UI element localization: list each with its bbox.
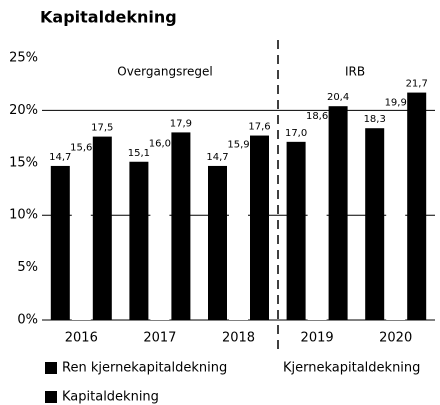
y-tick-label: 5% [17, 260, 38, 275]
x-tick-label: 2016 [65, 331, 98, 346]
y-tick-label: 15% [9, 155, 38, 170]
x-tick-label: 2018 [222, 331, 255, 346]
bar [208, 165, 227, 320]
value-label: 21,7 [406, 79, 428, 90]
value-label: 15,6 [70, 143, 92, 154]
value-label: 14,7 [206, 152, 228, 163]
value-label: 17,6 [248, 122, 270, 133]
value-label: 19,9 [385, 97, 407, 108]
legend-marker [45, 362, 57, 374]
value-label: 16,0 [149, 138, 171, 149]
bar [307, 125, 327, 321]
x-tick-label: 2017 [143, 331, 176, 346]
value-label: 18,6 [306, 111, 328, 122]
bar [328, 106, 348, 320]
annotation: IRB [345, 65, 365, 79]
bar [71, 156, 91, 320]
bar [386, 111, 406, 320]
value-label: 20,4 [327, 92, 349, 103]
value-label: 15,1 [128, 148, 150, 159]
x-tick-label: 2019 [301, 331, 334, 346]
value-label: 17,9 [170, 118, 192, 129]
y-tick-label: 0% [17, 313, 38, 328]
value-label: 17,0 [285, 128, 307, 139]
annotation: Overgangsregel [117, 65, 212, 79]
bar [92, 136, 112, 320]
bar [365, 128, 385, 320]
legend-label: Ren kjernekapitaldekning [62, 361, 227, 376]
y-tick-label: 20% [9, 103, 38, 118]
value-label: 18,3 [364, 114, 386, 125]
bar [229, 153, 248, 320]
bar [129, 161, 149, 320]
legend-label: Kjernekapitaldekning [283, 361, 420, 376]
x-tick-label: 2020 [379, 331, 412, 346]
bar [171, 132, 191, 320]
value-label: 17,5 [91, 123, 113, 134]
bar [50, 165, 70, 320]
chart-title: Kapitaldekning [40, 8, 177, 27]
y-tick-label: 25% [9, 51, 38, 66]
value-label: 14,7 [49, 152, 71, 163]
bar [250, 135, 269, 320]
legend-marker [266, 362, 278, 374]
bar [407, 92, 427, 320]
bar [150, 152, 170, 320]
legend-marker [45, 391, 57, 403]
legend-label: Kapitaldekning [62, 390, 159, 405]
value-label: 15,9 [227, 139, 249, 150]
bar [286, 141, 306, 320]
y-tick-label: 10% [9, 208, 38, 223]
